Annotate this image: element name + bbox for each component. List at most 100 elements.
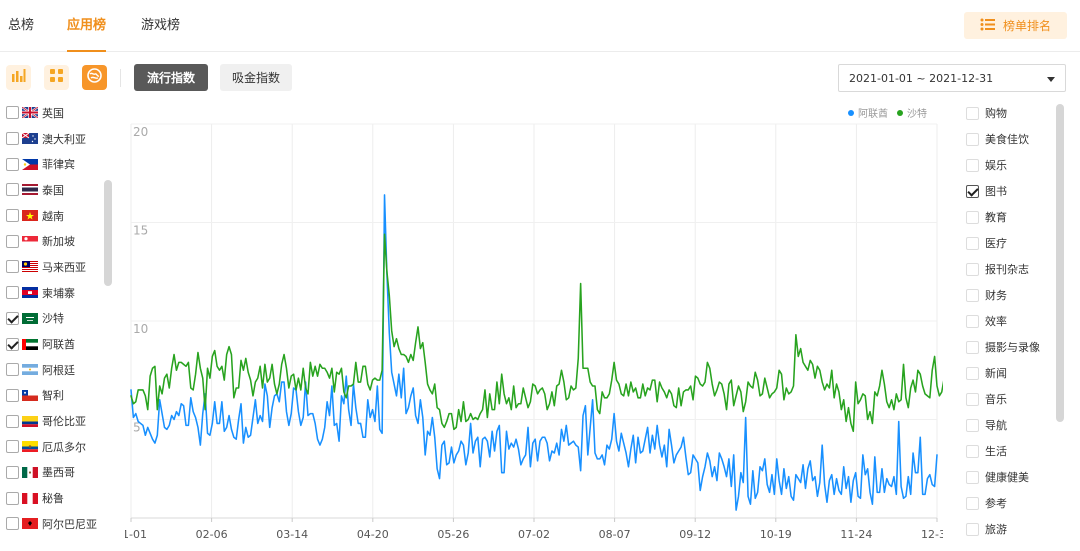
category-item[interactable]: 生活	[960, 438, 1070, 464]
country-checkbox[interactable]	[6, 132, 19, 146]
y-tick-label: 15	[133, 224, 148, 238]
trend-index-button[interactable]: 流行指数	[134, 64, 208, 91]
gb-flag-icon	[22, 107, 38, 119]
category-item[interactable]: 报刊杂志	[960, 256, 1070, 282]
earning-index-button[interactable]: 吸金指数	[220, 64, 292, 91]
x-tick-label: 07-02	[518, 528, 550, 541]
country-checkbox[interactable]	[6, 388, 19, 402]
category-item[interactable]: 医疗	[960, 230, 1070, 256]
country-filter-list: 英国 澳大利亚 菲律宾 泰国 越南 新加坡 马来西亚 柬埔寨 沙特	[6, 100, 116, 546]
country-checkbox[interactable]	[6, 465, 19, 479]
category-item[interactable]: 音乐	[960, 386, 1070, 412]
country-item[interactable]: 厄瓜多尔	[6, 434, 116, 460]
category-item[interactable]: 导航	[960, 412, 1070, 438]
country-checkbox[interactable]	[6, 286, 19, 300]
category-item[interactable]: 教育	[960, 204, 1070, 230]
category-checkbox[interactable]	[966, 132, 979, 146]
category-item[interactable]: 健康健美	[960, 464, 1070, 490]
country-item[interactable]: 越南	[6, 203, 116, 229]
country-checkbox[interactable]	[6, 440, 19, 454]
country-item[interactable]: 英国	[6, 100, 116, 126]
country-item[interactable]: 菲律宾	[6, 151, 116, 177]
ranking-list-button[interactable]: 榜单排名	[964, 12, 1067, 39]
country-item[interactable]: 墨西哥	[6, 460, 116, 486]
country-checkbox[interactable]	[6, 183, 19, 197]
category-checkbox[interactable]	[966, 444, 979, 458]
country-checkbox[interactable]	[6, 337, 19, 351]
category-checkbox[interactable]	[966, 106, 979, 120]
country-item[interactable]: 阿根廷	[6, 357, 116, 383]
category-checkbox[interactable]	[966, 288, 979, 302]
country-list-scrollbar[interactable]	[104, 180, 112, 286]
category-checkbox[interactable]	[966, 236, 979, 250]
category-list-scrollbar[interactable]	[1056, 104, 1064, 422]
grid-icon	[49, 68, 64, 87]
category-list: 购物 美食佳饮 娱乐 图书 教育 医疗 报刊杂志 财务 效率 摄影与录像 新闻	[960, 100, 1070, 542]
country-checkbox[interactable]	[6, 157, 19, 171]
category-item[interactable]: 图书	[960, 178, 1070, 204]
category-checkbox[interactable]	[966, 392, 979, 406]
country-checkbox[interactable]	[6, 260, 19, 274]
x-tick-label: 02-06	[196, 528, 228, 541]
country-item[interactable]: 马来西亚	[6, 254, 116, 280]
country-checkbox[interactable]	[6, 234, 19, 248]
category-item[interactable]: 财务	[960, 282, 1070, 308]
category-checkbox[interactable]	[966, 522, 979, 536]
saudi-legend-label: 沙特	[907, 109, 927, 120]
category-item[interactable]: 新闻	[960, 360, 1070, 386]
category-checkbox[interactable]	[966, 366, 979, 380]
date-range-value: 2021-01-01 ~ 2021-12-31	[849, 71, 994, 85]
category-item[interactable]: 旅游	[960, 516, 1070, 542]
country-checkbox[interactable]	[6, 209, 19, 223]
country-item[interactable]: 新加坡	[6, 228, 116, 254]
category-checkbox[interactable]	[966, 496, 979, 510]
bar-chart-button[interactable]	[6, 65, 31, 90]
tab-app-ranking[interactable]: 应用榜	[67, 18, 107, 52]
country-checkbox[interactable]	[6, 311, 19, 325]
category-checkbox[interactable]	[966, 210, 979, 224]
date-range-select[interactable]: 2021-01-01 ~ 2021-12-31	[838, 64, 1066, 92]
legend-item-uae[interactable]: 阿联酋	[848, 105, 888, 120]
category-item[interactable]: 摄影与录像	[960, 334, 1070, 360]
tab-game-ranking[interactable]: 游戏榜	[141, 18, 181, 33]
country-item[interactable]: 柬埔寨	[6, 280, 116, 306]
category-item[interactable]: 效率	[960, 308, 1070, 334]
x-tick-label: 03-14	[276, 528, 308, 541]
country-checkbox[interactable]	[6, 517, 19, 531]
category-checkbox[interactable]	[966, 158, 979, 172]
country-item[interactable]: 智利	[6, 383, 116, 409]
country-item[interactable]: 阿尔巴尼亚	[6, 511, 116, 537]
globe-view-button[interactable]	[82, 65, 107, 90]
country-item[interactable]: 阿联酋	[6, 331, 116, 357]
country-checkbox[interactable]	[6, 491, 19, 505]
country-checkbox[interactable]	[6, 106, 19, 120]
country-label: 菲律宾	[42, 158, 75, 172]
category-item[interactable]: 娱乐	[960, 152, 1070, 178]
uae-series-line	[130, 194, 938, 511]
country-item[interactable]: 哥伦比亚	[6, 408, 116, 434]
tab-total-ranking[interactable]: 总榜	[8, 18, 35, 33]
trend-chart-svg: 5 10 15 20 01-01 02-06 03-14 04-20 05-26 07-02 08-…	[125, 100, 943, 546]
category-label: 摄影与录像	[985, 341, 1040, 354]
category-item[interactable]: 购物	[960, 100, 1070, 126]
country-item[interactable]: 泰国	[6, 177, 116, 203]
country-item[interactable]: 澳大利亚	[6, 126, 116, 152]
category-checkbox[interactable]	[966, 262, 979, 276]
category-checkbox[interactable]	[966, 184, 979, 198]
legend-item-saudi[interactable]: 沙特	[897, 105, 927, 120]
category-checkbox[interactable]	[966, 418, 979, 432]
country-item[interactable]: 沙特	[6, 306, 116, 332]
category-checkbox[interactable]	[966, 340, 979, 354]
grid-view-button[interactable]	[44, 65, 69, 90]
x-tick-label: 09-12	[679, 528, 711, 541]
x-tick-label: 05-26	[437, 528, 469, 541]
country-item[interactable]: 秘鲁	[6, 485, 116, 511]
category-item[interactable]: 参考	[960, 490, 1070, 516]
category-checkbox[interactable]	[966, 314, 979, 328]
country-checkbox[interactable]	[6, 363, 19, 377]
country-checkbox[interactable]	[6, 414, 19, 428]
category-checkbox[interactable]	[966, 470, 979, 484]
category-item[interactable]: 美食佳饮	[960, 126, 1070, 152]
country-label: 沙特	[42, 312, 64, 326]
